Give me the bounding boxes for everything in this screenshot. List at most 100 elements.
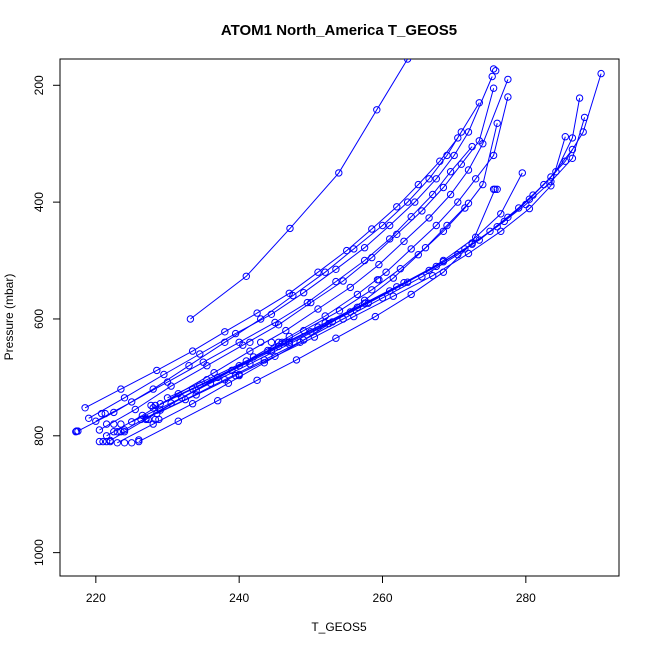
data-point — [163, 378, 172, 386]
data-point — [174, 417, 183, 425]
data-point — [525, 204, 534, 213]
data-point — [421, 244, 430, 252]
data-point — [271, 352, 279, 360]
data-point — [461, 245, 469, 253]
data-point — [95, 426, 104, 434]
data-point — [95, 437, 104, 446]
data-point — [407, 213, 415, 221]
data-point — [131, 405, 140, 414]
data-point — [368, 225, 376, 233]
data-point — [147, 401, 155, 410]
data-point — [464, 249, 473, 258]
data-point — [163, 394, 172, 402]
data-point — [468, 240, 476, 248]
data-point — [128, 418, 136, 426]
series-14 — [156, 145, 577, 408]
data-point — [231, 371, 240, 380]
data-point — [488, 72, 496, 81]
series-line — [152, 117, 586, 409]
data-point — [286, 224, 294, 233]
data-point — [486, 227, 494, 236]
data-point — [155, 415, 163, 424]
data-point — [274, 338, 283, 346]
data-point — [479, 180, 487, 189]
data-point — [497, 210, 505, 218]
series-layer — [72, 59, 605, 447]
y-axis-label: Pressure (mbar) — [2, 274, 16, 361]
data-point — [278, 338, 286, 346]
data-point — [360, 244, 369, 252]
data-point — [274, 321, 283, 329]
data-point — [386, 287, 394, 295]
data-point — [257, 338, 265, 346]
series-line — [95, 146, 473, 422]
data-point — [144, 415, 152, 424]
x-axis: 220 240 260 280 — [86, 575, 536, 605]
data-point — [489, 84, 498, 92]
data-point — [137, 415, 145, 424]
data-point — [353, 290, 362, 299]
x-axis-label: T_GEOS5 — [311, 620, 367, 634]
data-point — [436, 157, 444, 165]
data-point — [403, 278, 412, 286]
data-point — [454, 198, 462, 206]
data-point — [464, 199, 473, 208]
data-point — [102, 420, 111, 428]
x-tick-label: 220 — [86, 591, 106, 605]
y-tick-label: 200 — [32, 75, 46, 95]
data-point — [597, 69, 605, 78]
data-point — [580, 113, 589, 122]
data-point — [368, 286, 376, 294]
data-point — [504, 213, 512, 222]
data-point — [568, 134, 577, 142]
data-point — [407, 290, 415, 299]
series-line — [88, 76, 493, 419]
data-point — [221, 338, 229, 346]
data-point — [128, 398, 136, 406]
data-point — [568, 145, 577, 154]
series-17 — [128, 169, 526, 426]
data-point — [292, 356, 301, 364]
series-2 — [74, 99, 483, 435]
data-point — [282, 326, 290, 335]
data-point — [81, 404, 89, 412]
data-point — [418, 207, 426, 215]
data-point — [393, 203, 401, 211]
data-point — [371, 312, 379, 321]
data-point — [389, 292, 397, 300]
data-point — [443, 221, 451, 230]
y-tick-label: 600 — [32, 309, 46, 329]
series-line — [131, 172, 523, 423]
data-point — [92, 417, 100, 425]
data-point — [128, 439, 136, 447]
data-point — [113, 428, 122, 436]
data-point — [271, 318, 279, 327]
data-point — [196, 350, 204, 358]
data-point — [464, 128, 473, 136]
data-point — [343, 246, 351, 255]
data-point — [407, 245, 415, 253]
data-point — [97, 409, 106, 418]
data-point — [206, 379, 215, 387]
series-line — [99, 88, 495, 431]
data-point — [235, 338, 243, 346]
data-point — [429, 272, 437, 280]
data-point — [518, 169, 526, 177]
data-point — [253, 376, 261, 384]
data-point — [267, 310, 276, 318]
data-point — [102, 437, 111, 446]
data-point — [188, 347, 197, 355]
data-point — [525, 195, 534, 203]
data-point — [72, 428, 80, 436]
data-point — [214, 397, 222, 405]
series-line — [145, 73, 602, 419]
data-point — [575, 94, 584, 102]
data-point — [454, 134, 462, 142]
data-point — [400, 237, 408, 246]
data-point — [468, 142, 476, 151]
chart-title: ATOM1 North_America T_GEOS5 — [221, 22, 457, 39]
data-point — [167, 399, 175, 407]
y-tick-label: 1000 — [32, 539, 46, 566]
data-point — [464, 166, 473, 174]
data-point — [561, 133, 569, 141]
